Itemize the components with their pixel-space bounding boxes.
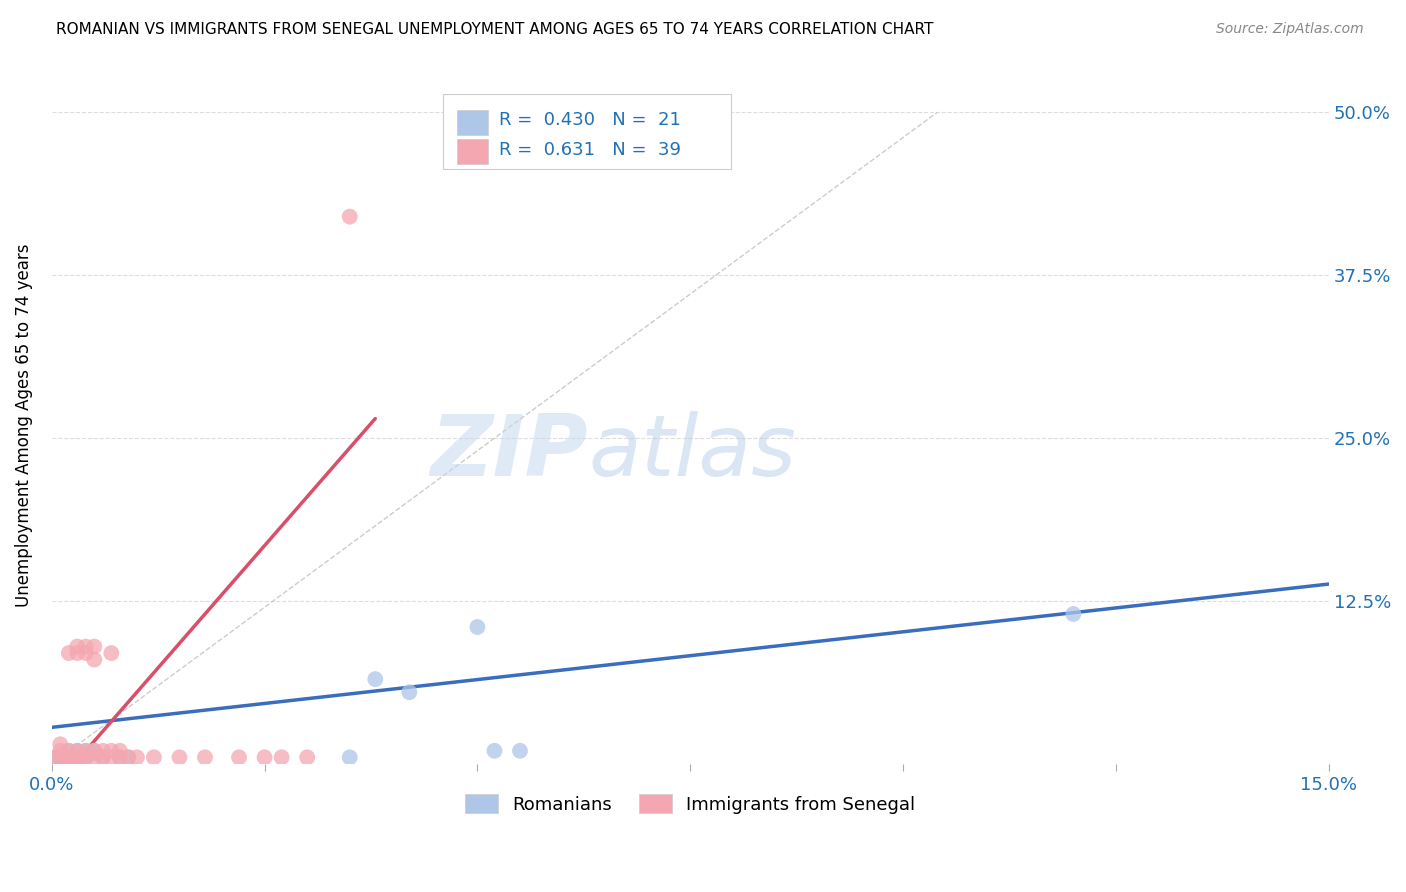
Point xyxy=(75,640,97,654)
Point xyxy=(53,750,76,764)
Point xyxy=(49,737,72,751)
Point xyxy=(509,744,531,758)
Point xyxy=(108,744,131,758)
Point xyxy=(398,685,420,699)
Legend: Romanians, Immigrants from Senegal: Romanians, Immigrants from Senegal xyxy=(457,785,924,822)
Point xyxy=(270,750,292,764)
Point xyxy=(45,750,67,764)
Text: Source: ZipAtlas.com: Source: ZipAtlas.com xyxy=(1216,22,1364,37)
Point xyxy=(117,750,139,764)
Point xyxy=(66,750,89,764)
Point xyxy=(75,744,97,758)
Text: R =  0.631   N =  39: R = 0.631 N = 39 xyxy=(499,141,681,159)
Point xyxy=(339,750,361,764)
Point xyxy=(100,646,122,660)
Point xyxy=(66,744,89,758)
Point xyxy=(66,750,89,764)
Point xyxy=(53,750,76,764)
Point xyxy=(62,750,84,764)
Point xyxy=(169,750,191,764)
Text: ZIP: ZIP xyxy=(430,410,588,493)
Point xyxy=(66,640,89,654)
Point xyxy=(295,750,318,764)
Point xyxy=(58,646,80,660)
Point xyxy=(484,744,506,758)
Point xyxy=(83,640,105,654)
Point xyxy=(66,744,89,758)
Point xyxy=(194,750,217,764)
Point xyxy=(125,750,148,764)
Point xyxy=(49,750,72,764)
Point xyxy=(58,744,80,758)
Point xyxy=(83,652,105,666)
Point xyxy=(108,750,131,764)
Point xyxy=(49,744,72,758)
Point xyxy=(83,744,105,758)
Point xyxy=(253,750,276,764)
Point xyxy=(75,646,97,660)
Point xyxy=(1062,607,1084,621)
Point xyxy=(58,750,80,764)
Point xyxy=(91,750,114,764)
Point xyxy=(49,750,72,764)
Text: R =  0.430   N =  21: R = 0.430 N = 21 xyxy=(499,112,681,129)
Point xyxy=(58,744,80,758)
Point xyxy=(66,646,89,660)
Point xyxy=(75,750,97,764)
Text: atlas: atlas xyxy=(588,410,796,493)
Point xyxy=(83,744,105,758)
Point xyxy=(228,750,250,764)
Point xyxy=(364,672,387,686)
Point xyxy=(45,750,67,764)
Point xyxy=(142,750,165,764)
Point xyxy=(100,744,122,758)
Point xyxy=(75,750,97,764)
Point xyxy=(108,750,131,764)
Point xyxy=(467,620,489,634)
Point xyxy=(339,210,361,224)
Point xyxy=(91,744,114,758)
Point xyxy=(70,750,93,764)
Point xyxy=(91,750,114,764)
Point xyxy=(83,747,105,761)
Point xyxy=(58,750,80,764)
Point xyxy=(117,750,139,764)
Text: ROMANIAN VS IMMIGRANTS FROM SENEGAL UNEMPLOYMENT AMONG AGES 65 TO 74 YEARS CORRE: ROMANIAN VS IMMIGRANTS FROM SENEGAL UNEM… xyxy=(56,22,934,37)
Point xyxy=(75,744,97,758)
Point xyxy=(100,750,122,764)
Point xyxy=(83,750,105,764)
Y-axis label: Unemployment Among Ages 65 to 74 years: Unemployment Among Ages 65 to 74 years xyxy=(15,244,32,607)
